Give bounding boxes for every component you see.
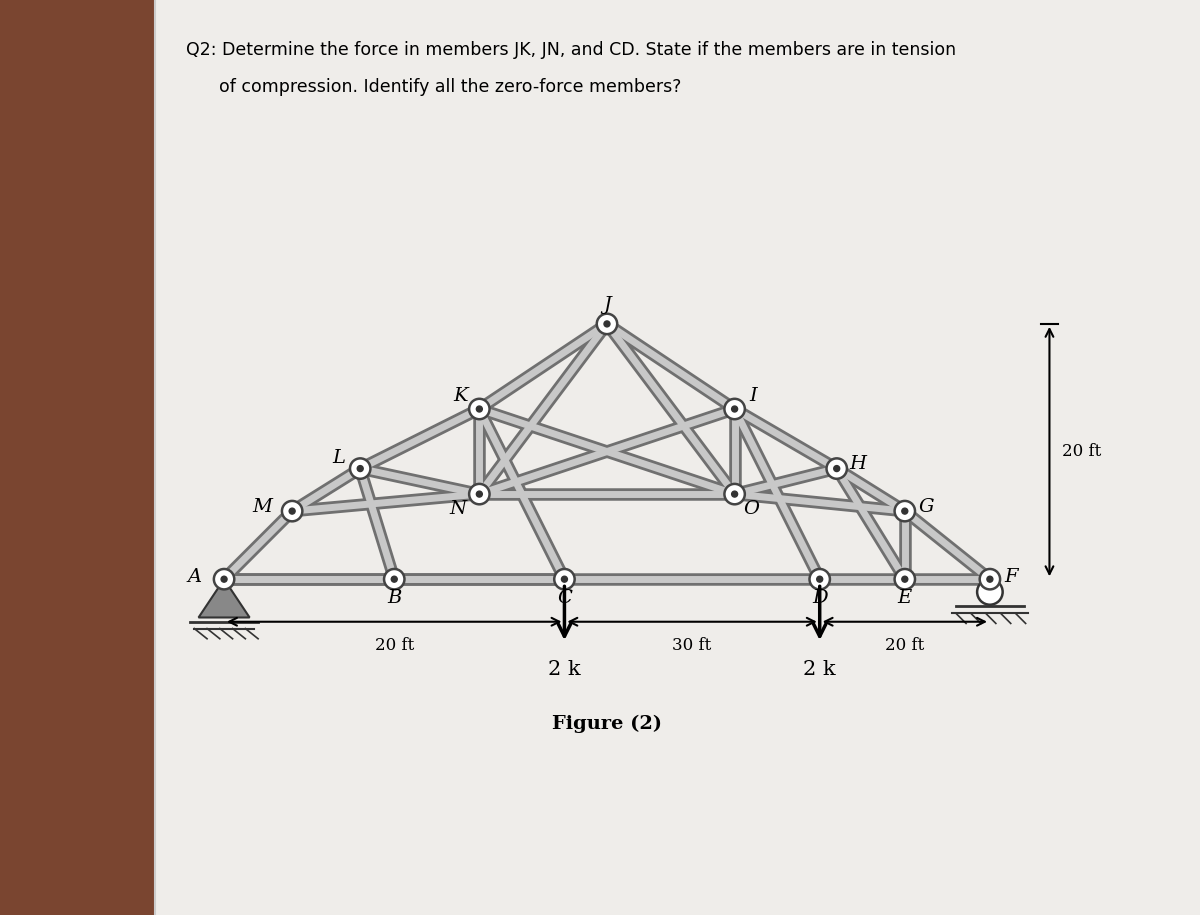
Text: 20 ft: 20 ft xyxy=(886,637,924,654)
Circle shape xyxy=(469,484,490,504)
Text: 30 ft: 30 ft xyxy=(672,637,712,654)
Circle shape xyxy=(469,399,490,419)
Circle shape xyxy=(391,576,397,582)
Circle shape xyxy=(476,491,482,497)
Text: B: B xyxy=(388,589,402,607)
Circle shape xyxy=(979,569,1000,589)
Circle shape xyxy=(732,491,738,497)
Circle shape xyxy=(214,569,234,589)
Text: A: A xyxy=(187,567,202,586)
Circle shape xyxy=(282,501,302,522)
Polygon shape xyxy=(0,0,155,915)
Circle shape xyxy=(810,569,830,589)
Circle shape xyxy=(476,406,482,412)
Polygon shape xyxy=(155,0,1200,915)
Text: 2 k: 2 k xyxy=(803,660,836,679)
Circle shape xyxy=(827,458,847,479)
Circle shape xyxy=(725,484,745,504)
Circle shape xyxy=(596,314,617,334)
Circle shape xyxy=(562,576,568,582)
Text: I: I xyxy=(750,387,757,405)
Text: 20 ft: 20 ft xyxy=(374,637,414,654)
Circle shape xyxy=(221,576,227,582)
Text: L: L xyxy=(332,449,346,468)
Circle shape xyxy=(289,508,295,514)
Text: F: F xyxy=(1004,567,1018,586)
Circle shape xyxy=(977,579,1003,605)
Text: Figure (2): Figure (2) xyxy=(552,715,662,733)
Text: D: D xyxy=(812,589,828,607)
Text: N: N xyxy=(450,501,467,519)
Polygon shape xyxy=(198,579,250,618)
Text: 2 k: 2 k xyxy=(548,660,581,679)
Circle shape xyxy=(732,406,738,412)
Circle shape xyxy=(834,466,840,471)
Text: J: J xyxy=(604,296,611,314)
Text: K: K xyxy=(454,387,468,405)
Text: G: G xyxy=(918,498,934,516)
Text: C: C xyxy=(557,589,572,607)
Circle shape xyxy=(604,321,610,327)
Text: Q2: Determine the force in members JK, JN, and CD. State if the members are in t: Q2: Determine the force in members JK, J… xyxy=(186,41,956,59)
Text: M: M xyxy=(252,498,272,516)
Circle shape xyxy=(894,569,916,589)
Circle shape xyxy=(902,576,907,582)
Circle shape xyxy=(358,466,364,471)
Circle shape xyxy=(384,569,404,589)
Circle shape xyxy=(902,508,907,514)
Text: E: E xyxy=(898,589,912,607)
Text: 20 ft: 20 ft xyxy=(1062,443,1102,460)
Circle shape xyxy=(554,569,575,589)
Circle shape xyxy=(817,576,823,582)
Text: O: O xyxy=(744,501,760,519)
Circle shape xyxy=(725,399,745,419)
Text: H: H xyxy=(850,456,866,473)
Text: of compression. Identify all the zero-force members?: of compression. Identify all the zero-fo… xyxy=(186,78,682,96)
Circle shape xyxy=(986,576,992,582)
Circle shape xyxy=(894,501,916,522)
Circle shape xyxy=(350,458,371,479)
